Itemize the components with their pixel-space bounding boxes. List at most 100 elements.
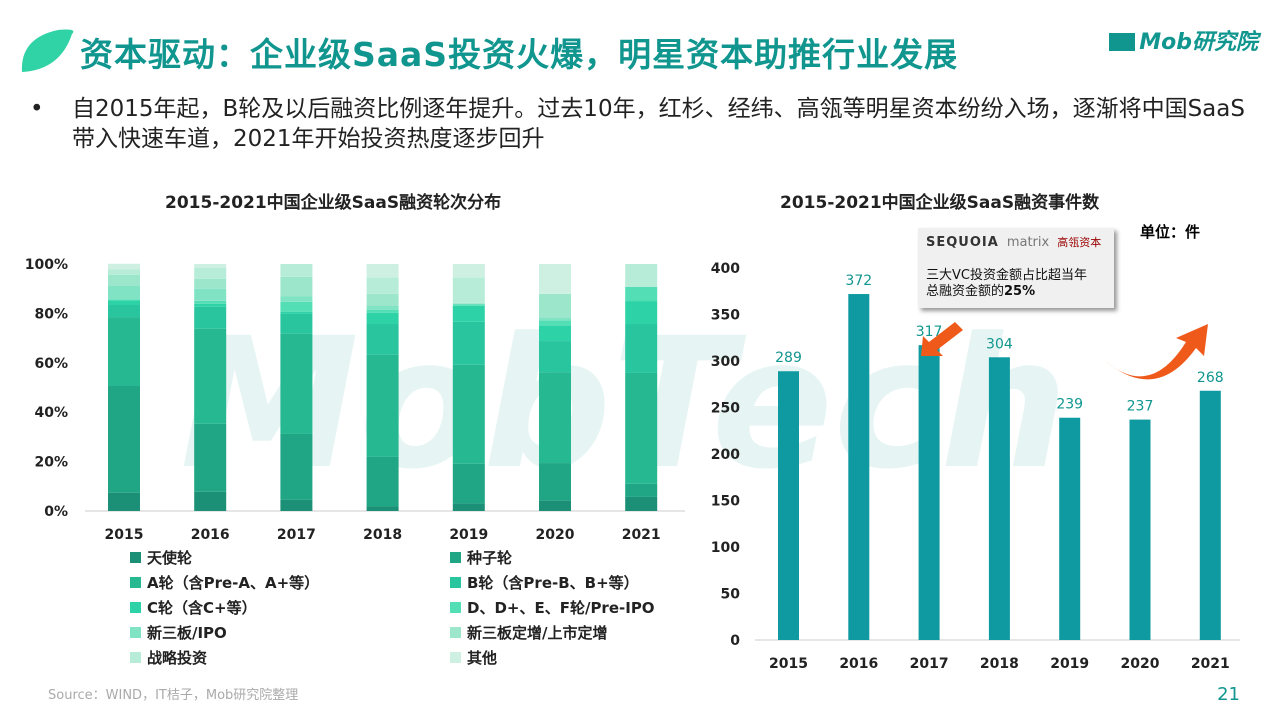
bar-segment bbox=[280, 296, 313, 302]
y-tick: 100 bbox=[711, 540, 740, 556]
legend-swatch bbox=[450, 627, 461, 638]
legend-label: 其他 bbox=[467, 649, 498, 667]
y-tick: 0 bbox=[730, 633, 740, 649]
legend-label: 战略投资 bbox=[147, 649, 208, 667]
bar bbox=[778, 371, 799, 640]
bar-segment bbox=[452, 277, 485, 303]
legend-item: 种子轮 bbox=[450, 547, 690, 568]
bar-segment bbox=[108, 492, 140, 511]
legend-swatch bbox=[450, 577, 461, 588]
bar-segment bbox=[539, 463, 571, 501]
logo-text: Mob研究院 bbox=[1139, 30, 1258, 55]
bar-segment bbox=[452, 364, 485, 464]
bar-segment bbox=[452, 302, 485, 304]
bar-segment bbox=[539, 293, 571, 318]
legend-item: 天使轮 bbox=[130, 547, 450, 568]
y-tick: 200 bbox=[711, 447, 740, 463]
hillhouse-logo: 高瓴资本 bbox=[1057, 236, 1102, 249]
bar-segment bbox=[194, 303, 227, 307]
bar-segment bbox=[280, 311, 313, 314]
legend-swatch bbox=[130, 577, 141, 588]
callout-highlight: 25% bbox=[1004, 284, 1036, 299]
legend-item: C轮（含C+等） bbox=[130, 597, 450, 618]
x-tick: 2017 bbox=[277, 527, 316, 540]
bar-segment bbox=[452, 503, 485, 511]
bar bbox=[1199, 390, 1221, 640]
bar-segment bbox=[539, 372, 571, 464]
bar-segment bbox=[452, 264, 485, 278]
x-tick: 2020 bbox=[1121, 656, 1160, 672]
legend-label: 天使轮 bbox=[147, 549, 193, 567]
x-tick: 2015 bbox=[769, 656, 808, 672]
data-label: 239 bbox=[1056, 397, 1083, 413]
bar-segment bbox=[539, 317, 571, 321]
bar-segment bbox=[280, 433, 313, 500]
bar-segment bbox=[366, 312, 399, 325]
bar bbox=[848, 294, 870, 640]
bar-segment bbox=[452, 463, 485, 504]
x-tick: 2016 bbox=[839, 656, 878, 672]
bar-segment bbox=[280, 499, 313, 511]
legend: 天使轮 种子轮 A轮（含Pre-A、A+等） B轮（含Pre-B、B+等） C轮（含C+… bbox=[130, 547, 690, 668]
bar-segment bbox=[108, 299, 140, 301]
legend-label: D、D+、E、F轮/Pre-IPO bbox=[467, 599, 655, 617]
y-tick: 250 bbox=[711, 401, 740, 417]
bar-segment bbox=[452, 303, 485, 305]
sequoia-logo: SEQUOIA bbox=[926, 234, 999, 250]
bar-segment bbox=[452, 304, 485, 306]
bar-segment bbox=[194, 423, 227, 492]
bar-segment bbox=[366, 277, 399, 294]
bar-segment bbox=[194, 306, 227, 329]
legend-swatch bbox=[450, 652, 461, 663]
bar-segment bbox=[280, 333, 313, 434]
data-label: 372 bbox=[845, 273, 872, 289]
page-title: 资本驱动：企业级SaaS投资火爆，明星资本助推行业发展 bbox=[80, 35, 959, 74]
bar-segment bbox=[108, 300, 140, 306]
y-tick: 20% bbox=[34, 455, 68, 471]
right-chart-title: 2015-2021中国企业级SaaS融资事件数 bbox=[780, 193, 1100, 213]
legend-item: 新三板定增/上市定增 bbox=[450, 622, 690, 643]
legend-swatch bbox=[130, 652, 141, 663]
legend-label: 种子轮 bbox=[467, 549, 513, 567]
y-tick: 60% bbox=[34, 356, 68, 372]
legend-item: 新三板/IPO bbox=[130, 622, 450, 643]
bar-segment bbox=[108, 386, 140, 493]
bar-segment bbox=[366, 456, 399, 507]
legend-swatch bbox=[130, 552, 141, 563]
bar-segment bbox=[625, 264, 658, 287]
legend-item: A轮（含Pre-A、A+等） bbox=[130, 572, 450, 593]
data-label: 289 bbox=[775, 350, 802, 366]
legend-swatch bbox=[450, 602, 461, 613]
bar-segment bbox=[539, 325, 571, 342]
y-tick: 300 bbox=[711, 354, 740, 370]
down-arrow-icon bbox=[921, 322, 963, 356]
bar-segment bbox=[108, 317, 140, 387]
left-chart-title: 2015-2021中国企业级SaaS融资轮次分布 bbox=[165, 193, 502, 213]
bar-segment bbox=[194, 267, 227, 279]
x-tick: 2018 bbox=[363, 527, 402, 540]
bar-segment bbox=[452, 321, 485, 365]
bar bbox=[918, 345, 940, 640]
logo: Mob研究院 bbox=[1109, 24, 1258, 56]
data-label: 304 bbox=[986, 336, 1013, 352]
bar-segment bbox=[625, 301, 658, 325]
legend-item: D、D+、E、F轮/Pre-IPO bbox=[450, 597, 690, 618]
data-label: 268 bbox=[1197, 370, 1224, 386]
bar-segment bbox=[194, 264, 227, 268]
x-tick: 2021 bbox=[622, 527, 661, 540]
bar-segment bbox=[280, 276, 313, 297]
bar-segment bbox=[539, 320, 571, 326]
legend-swatch bbox=[130, 602, 141, 613]
bar-segment bbox=[108, 263, 140, 270]
legend-label: 新三板/IPO bbox=[147, 624, 227, 642]
bar-segment bbox=[108, 269, 140, 275]
bar-segment bbox=[194, 288, 227, 301]
logo-icon bbox=[1109, 33, 1136, 51]
bar-segment bbox=[366, 506, 399, 511]
y-tick: 40% bbox=[34, 405, 68, 421]
bar-segment bbox=[539, 341, 571, 373]
bar-segment bbox=[194, 328, 227, 424]
bar-segment bbox=[625, 286, 658, 302]
x-tick: 2019 bbox=[1050, 656, 1089, 672]
legend-label: C轮（含C+等） bbox=[147, 599, 257, 617]
